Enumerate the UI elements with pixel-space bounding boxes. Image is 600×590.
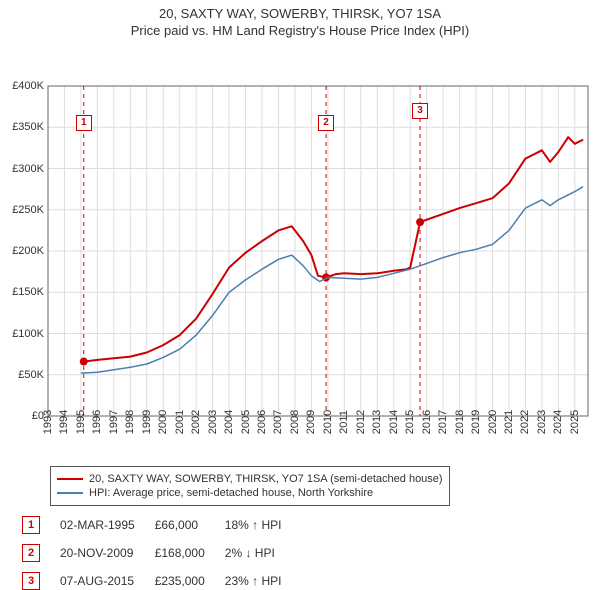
x-tick-label: 1998 [124,410,136,434]
x-tick-label: 2017 [437,410,449,434]
y-tick-label: £250K [0,204,44,216]
x-tick-label: 1994 [58,410,70,434]
event-date: 20-NOV-2009 [60,540,153,566]
event-date: 07-AUG-2015 [60,568,153,590]
x-tick-label: 2018 [454,410,466,434]
x-tick-label: 1996 [91,410,103,434]
event-row: 3 07-AUG-2015£235,00023% ↑ HPI [22,568,299,590]
legend-item: 20, SAXTY WAY, SOWERBY, THIRSK, YO7 1SA … [57,473,443,485]
x-tick-label: 2025 [569,410,581,434]
legend-swatch [57,492,83,494]
event-delta: 2% ↓ HPI [225,540,300,566]
x-tick-label: 2007 [272,410,284,434]
x-tick-label: 2000 [157,410,169,434]
event-price: £168,000 [155,540,223,566]
x-tick-label: 2006 [256,410,268,434]
title-line-2: Price paid vs. HM Land Registry's House … [0,23,600,38]
y-tick-label: £100K [0,328,44,340]
x-tick-label: 2023 [536,410,548,434]
legend-swatch [57,478,83,480]
event-marker-2: 2 [318,115,334,131]
x-tick-label: 1997 [108,410,120,434]
chart-area: £0 £50K £100K £150K £200K £250K £300K £350K £400… [0,38,600,460]
x-tick-label: 2005 [240,410,252,434]
x-tick-label: 2015 [404,410,416,434]
x-tick-label: 1995 [75,410,87,434]
event-marker-3: 3 [412,103,428,119]
x-tick-label: 2004 [223,410,235,434]
event-badge: 1 [22,516,40,534]
event-price: £235,000 [155,568,223,590]
title-line-1: 20, SAXTY WAY, SOWERBY, THIRSK, YO7 1SA [0,6,600,21]
event-badge: 2 [22,544,40,562]
legend: 20, SAXTY WAY, SOWERBY, THIRSK, YO7 1SA … [50,466,450,506]
x-tick-label: 2019 [470,410,482,434]
event-row: 1 02-MAR-1995£66,00018% ↑ HPI [22,512,299,538]
y-tick-label: £300K [0,163,44,175]
x-tick-label: 2024 [552,410,564,434]
x-tick-label: 2014 [388,410,400,434]
x-tick-label: 2012 [355,410,367,434]
legend-label: 20, SAXTY WAY, SOWERBY, THIRSK, YO7 1SA … [89,473,443,485]
y-tick-label: £350K [0,121,44,133]
event-delta: 18% ↑ HPI [225,512,300,538]
x-tick-label: 2011 [338,410,350,434]
x-tick-label: 2009 [305,410,317,434]
event-badge: 3 [22,572,40,590]
x-tick-label: 1993 [42,410,54,434]
chart-svg [0,38,600,424]
legend-item: HPI: Average price, semi-detached house,… [57,487,443,499]
event-delta: 23% ↑ HPI [225,568,300,590]
y-tick-label: £150K [0,286,44,298]
x-tick-label: 2003 [207,410,219,434]
x-tick-label: 2010 [322,410,334,434]
event-marker-1: 1 [76,115,92,131]
legend-label: HPI: Average price, semi-detached house,… [89,487,373,499]
x-tick-label: 2021 [503,410,515,434]
y-tick-label: £50K [0,369,44,381]
x-tick-label: 2022 [519,410,531,434]
y-tick-label: £0 [0,410,44,422]
event-price: £66,000 [155,512,223,538]
x-tick-label: 1999 [141,410,153,434]
chart-titles: 20, SAXTY WAY, SOWERBY, THIRSK, YO7 1SA … [0,6,600,38]
event-row: 2 20-NOV-2009£168,0002% ↓ HPI [22,540,299,566]
x-tick-label: 2020 [487,410,499,434]
y-tick-label: £400K [0,80,44,92]
x-tick-label: 2008 [289,410,301,434]
event-date: 02-MAR-1995 [60,512,153,538]
x-tick-label: 2001 [174,410,186,434]
x-tick-label: 2002 [190,410,202,434]
event-table: 1 02-MAR-1995£66,00018% ↑ HPI 2 20-NOV-2009… [20,510,301,590]
x-tick-label: 2013 [371,410,383,434]
x-tick-label: 2016 [421,410,433,434]
y-tick-label: £200K [0,245,44,257]
